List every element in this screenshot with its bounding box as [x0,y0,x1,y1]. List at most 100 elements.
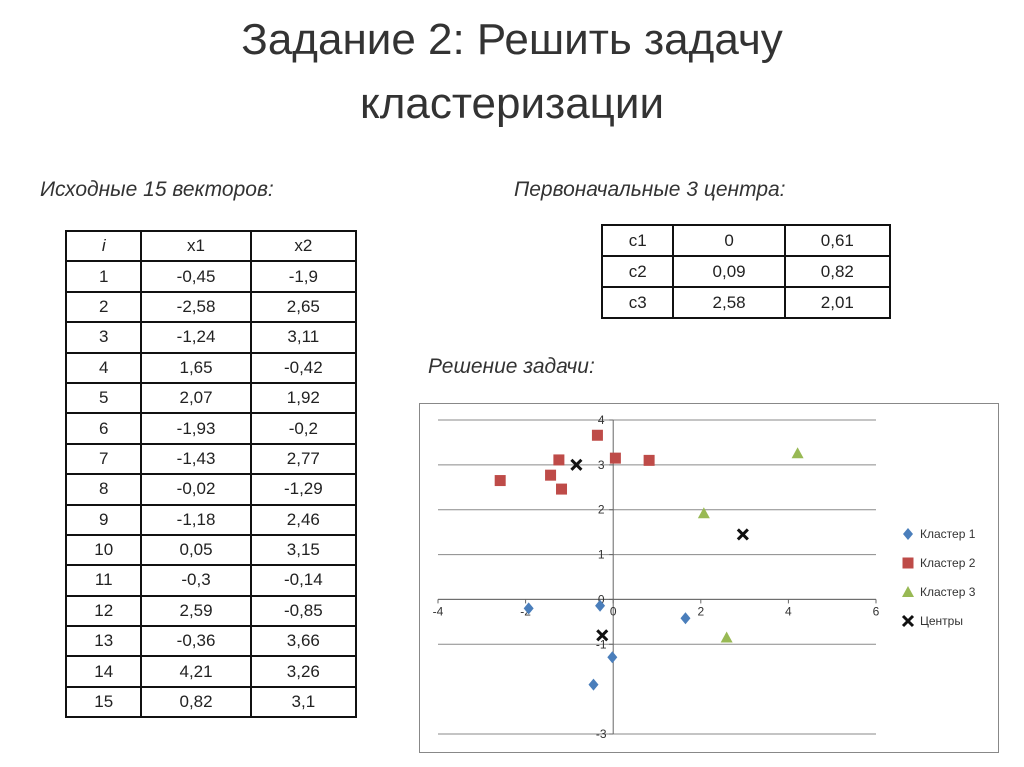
x-tick-label: 0 [610,604,617,618]
cell-index: 7 [64,442,143,476]
cell-x1: -1,18 [140,503,252,536]
cell-center-x2: 0,82 [783,255,892,288]
cell-x2: -0,85 [249,594,358,628]
cell-x2: 3,15 [249,533,358,567]
table-row: 2 -2,58 2,65 [64,290,358,324]
cell-center-x1: 0,09 [672,255,786,288]
y-tick-label: 3 [598,458,605,472]
table-row: 6 -1,93 -0,2 [64,412,358,445]
cell-index: 4 [64,351,143,384]
legend-label-2: Кластер 2 [920,556,976,570]
cell-x1: -0,3 [140,564,252,597]
x-tick-label: 6 [873,604,880,618]
point-series-1 [595,599,606,612]
cell-index: 3 [64,321,143,354]
cell-center-name: c3 [600,286,675,319]
cell-x1: 0,82 [140,685,252,719]
vectors-table: i x1 x2 1 -0,45 -1,9 2 -2,58 2,65 3 -1,24 3,11 4 1… [64,229,358,719]
cell-index: 13 [64,625,143,658]
point-series-1 [680,612,691,625]
point-series-2 [494,475,506,487]
vectors-header-row: i x1 x2 [64,229,358,263]
slide-title-line2: кластеризации [359,79,665,128]
table-row: 11 -0,3 -0,14 [64,564,358,597]
cell-index: 2 [64,290,143,324]
legend-marker-4 [901,614,915,628]
table-row: 12 2,59 -0,85 [64,594,358,628]
point-series-2 [556,483,568,495]
table-row: 5 2,07 1,92 [64,381,358,415]
slide-title-line1: Задание 2: Решить задачу [241,15,783,64]
x-tick-label: 4 [785,604,792,618]
point-series-3 [791,447,804,459]
table-row: 13 -0,36 3,66 [64,625,358,658]
point-series-1 [588,678,599,691]
header-x1: x1 [140,229,252,263]
legend-marker-1 [903,528,913,540]
cell-x1: 2,07 [140,381,252,415]
point-series-1 [523,602,534,615]
cell-index: 6 [64,412,143,445]
cell-x2: -0,2 [249,412,358,445]
centers-table: c1 0 0,61 c2 0,09 0,82 c3 2,58 2,01 [600,224,892,319]
cell-x2: 1,92 [249,381,358,415]
cell-x2: 3,11 [249,321,358,354]
table-row: c2 0,09 0,82 [600,255,892,288]
point-series-4 [736,528,749,541]
cell-x2: -0,42 [249,351,358,384]
cell-x2: -1,9 [249,260,358,293]
x-tick-label: -4 [433,604,444,618]
cell-index: 12 [64,594,143,628]
solution-heading: Решение задачи: [428,355,595,378]
table-row: 9 -1,18 2,46 [64,503,358,536]
table-row: c1 0 0,61 [600,224,892,257]
cell-x2: 3,1 [249,685,358,719]
cell-x1: -1,93 [140,412,252,445]
point-series-2 [643,454,655,466]
vectors-heading: Исходные 15 векторов: [40,178,274,201]
legend-marker-2 [902,557,914,569]
cell-x1: 2,59 [140,594,252,628]
cell-x2: -1,29 [249,473,358,506]
legend-label-1: Кластер 1 [920,527,976,541]
cell-x2: 2,65 [249,290,358,324]
cell-x1: -1,43 [140,442,252,476]
cell-x2: 3,26 [249,655,358,688]
cell-index: 9 [64,503,143,536]
cell-index: 1 [64,260,143,293]
table-row: c3 2,58 2,01 [600,286,892,319]
cell-index: 8 [64,473,143,506]
table-row: 1 -0,45 -1,9 [64,260,358,293]
table-row: 14 4,21 3,26 [64,655,358,688]
y-tick-label: -1 [596,637,607,651]
point-series-2 [545,469,557,481]
y-tick-label: 4 [598,413,605,427]
table-row: 8 -0,02 -1,29 [64,473,358,506]
point-series-2 [553,454,565,466]
cell-center-x2: 0,61 [783,224,892,257]
table-row: 10 0,05 3,15 [64,533,358,567]
cell-x1: -0,45 [140,260,252,293]
cell-x1: 0,05 [140,533,252,567]
y-tick-label: 1 [598,548,605,562]
cell-center-name: c2 [600,255,675,288]
cell-index: 10 [64,533,143,567]
cell-x2: 2,77 [249,442,358,476]
slide-title: Задание 2: Решить задачу кластеризации [0,8,1024,136]
cell-index: 14 [64,655,143,688]
cell-index: 15 [64,685,143,719]
cell-x1: -1,24 [140,321,252,354]
table-row: 4 1,65 -0,42 [64,351,358,384]
header-x2: x2 [249,229,358,263]
chart-canvas: -4 -2 0 2 4 6 -3 -1 0 1 2 3 4 Кластер 1 Кластер 2 Класт… [433,413,976,741]
point-series-4 [570,458,583,471]
table-row: 7 -1,43 2,77 [64,442,358,476]
x-tick-label: -2 [520,604,531,618]
table-row: 15 0,82 3,1 [64,685,358,719]
cell-index: 5 [64,381,143,415]
point-series-4 [596,629,609,642]
cell-x1: -0,36 [140,625,252,658]
x-tick-label: 2 [697,604,704,618]
point-series-2 [591,429,603,441]
cell-x2: 2,46 [249,503,358,536]
